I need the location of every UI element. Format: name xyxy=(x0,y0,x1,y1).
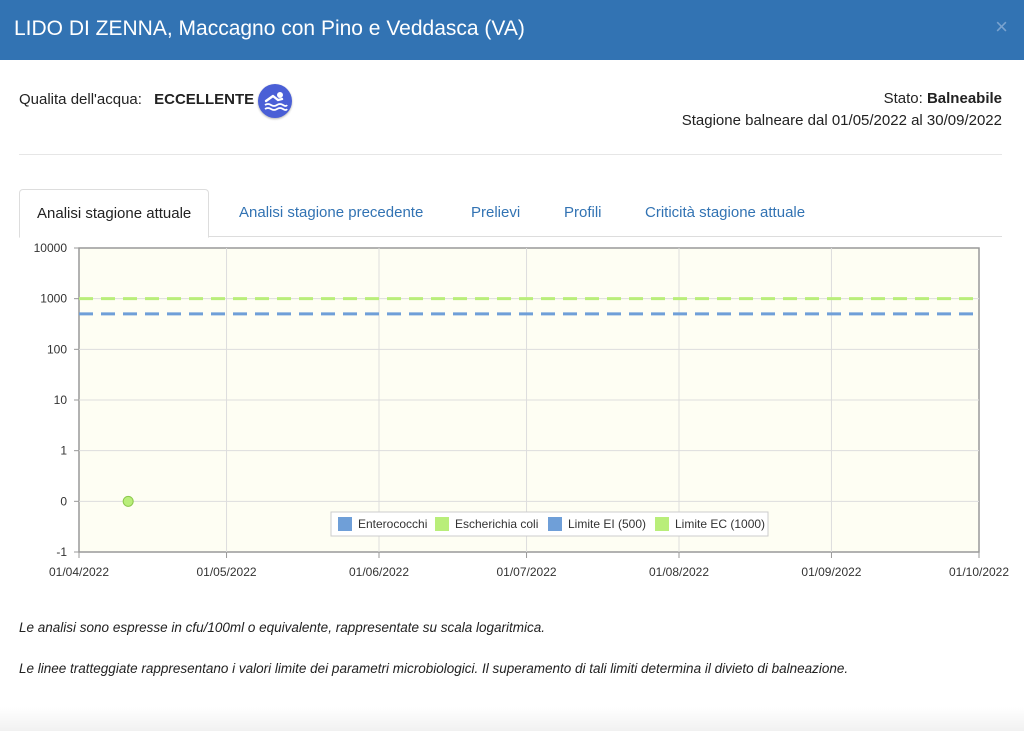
y-tick-label: 10 xyxy=(54,393,68,407)
tab-samples[interactable]: Prelievi xyxy=(471,204,521,221)
y-tick-label: 0 xyxy=(60,494,67,508)
tab-profiles[interactable]: Profili xyxy=(564,204,602,221)
divider xyxy=(19,154,1002,155)
legend-label: Limite EI (500) xyxy=(568,517,646,531)
x-tick-label: 01/10/2022 xyxy=(949,565,1009,579)
y-tick-label: 1 xyxy=(60,444,67,458)
tab-current-season[interactable]: Analisi stagione attuale xyxy=(19,189,210,238)
water-quality: Qualita dell'acqua: ECCELLENTE xyxy=(19,91,254,108)
y-tick-label: 10000 xyxy=(34,241,68,255)
tab-previous-season[interactable]: Analisi stagione precedente xyxy=(239,204,424,221)
x-tick-label: 01/04/2022 xyxy=(49,565,109,579)
tab-criticalities[interactable]: Criticità stagione attuale xyxy=(645,204,806,221)
note-log-scale: Le analisi sono espresse in cfu/100ml o … xyxy=(19,620,546,635)
water-quality-value: ECCELLENTE xyxy=(154,91,255,108)
modal-header: LIDO DI ZENNA, Maccagno con Pino e Vedda… xyxy=(0,0,1024,60)
x-tick-label: 01/07/2022 xyxy=(497,565,557,579)
close-icon[interactable]: × xyxy=(995,14,1008,39)
x-tick-label: 01/09/2022 xyxy=(801,565,861,579)
swimmer-icon xyxy=(258,84,292,118)
status-value: Balneabile xyxy=(926,90,1002,107)
legend-swatch xyxy=(338,517,352,531)
x-tick-label: 01/06/2022 xyxy=(349,565,409,579)
data-point[interactable] xyxy=(122,495,134,507)
note-dashed-lines: Le linee tratteggiate rappresentano i va… xyxy=(19,661,849,676)
footer-fade xyxy=(0,707,1024,731)
tab-bar: Analisi stagione attuale Analisi stagion… xyxy=(19,189,1002,238)
water-quality-label: Qualita dell'acqua: xyxy=(19,91,142,108)
y-tick-label: 100 xyxy=(47,342,67,356)
legend-label: Limite EC (1000) xyxy=(675,517,765,531)
legend-label: Escherichia coli xyxy=(455,517,538,531)
x-tick-label: 01/08/2022 xyxy=(649,565,709,579)
legend-swatch xyxy=(548,517,562,531)
y-tick-label: -1 xyxy=(56,545,67,559)
season-dates: Stagione balneare dal 01/05/2022 al 30/0… xyxy=(681,112,1002,129)
status-label: Stato: xyxy=(883,90,923,107)
status-panel: Stato: Balneabile Stagione balneare dal … xyxy=(682,88,1002,132)
x-tick-label: 01/05/2022 xyxy=(197,565,257,579)
y-tick-label: 1000 xyxy=(40,292,67,306)
legend-swatch xyxy=(655,517,669,531)
modal-title: LIDO DI ZENNA, Maccagno con Pino e Vedda… xyxy=(14,17,525,40)
status-line: Stato: Balneabile xyxy=(682,88,1002,110)
legend-swatch xyxy=(435,517,449,531)
legend-label: Enterococchi xyxy=(358,517,427,531)
